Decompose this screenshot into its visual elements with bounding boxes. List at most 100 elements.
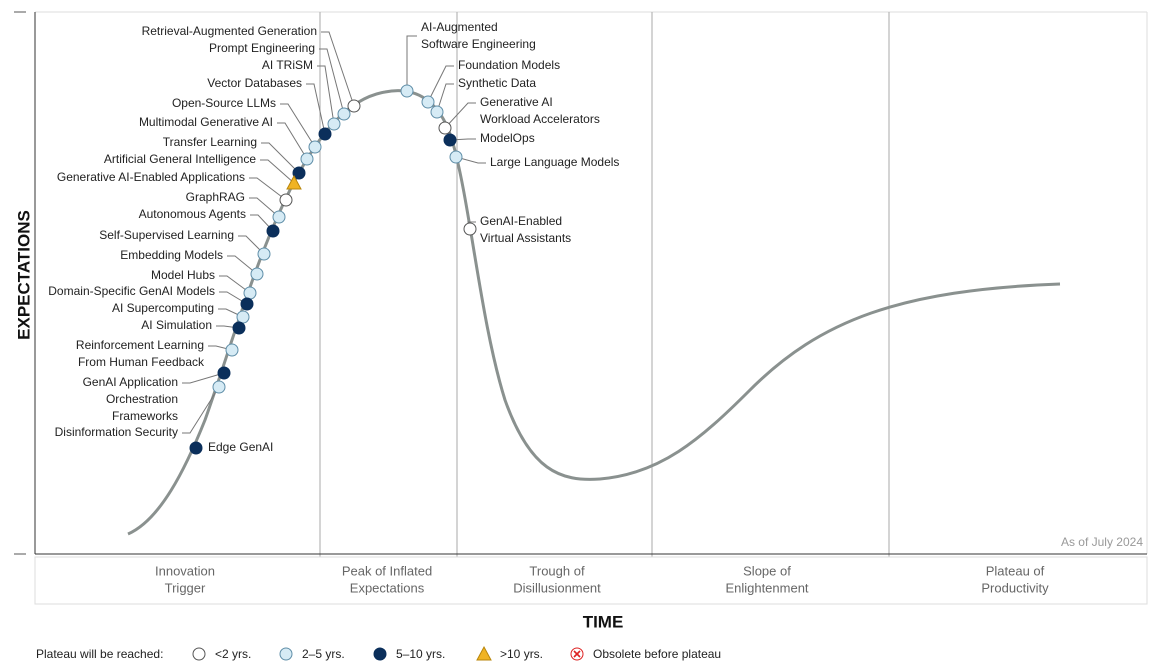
node-label: Transfer Learning [163,135,257,149]
legend-label: Obsolete before plateau [593,647,721,661]
node-label: Embedding Models [120,248,223,262]
node-label: Generative AI-Enabled Applications [57,170,245,184]
node-label: Reinforcement Learning [76,338,204,352]
node-label: Software Engineering [421,37,536,51]
marker [308,140,322,154]
phase-label: Productivity [981,580,1049,595]
phase-label: Expectations [350,580,425,595]
node-label: Disinformation Security [55,425,178,439]
phase-label: Trough of [529,563,585,578]
as-of-note: As of July 2024 [1061,535,1143,549]
leader-line [277,122,308,160]
marker [300,152,314,166]
leader-line [182,372,225,384]
leader-line [321,31,355,107]
marker [189,441,203,455]
legend-label: <2 yrs. [215,647,251,661]
marker [463,222,477,236]
marker [347,99,361,113]
legend-label: 5–10 yrs. [396,647,445,661]
leader-line [227,255,258,275]
node-label: GenAI-Enabled [480,214,562,228]
marker [443,133,457,147]
leader-line [444,102,476,129]
node-label: Artificial General Intelligence [104,152,256,166]
marker [421,95,435,109]
node-label: Model Hubs [151,268,215,282]
phase-label: Trigger [165,580,206,595]
node-label: Workload Accelerators [480,112,600,126]
node-label: Generative AI [480,95,553,109]
node-label: Open-Source LLMs [172,96,276,110]
leader-line [280,103,316,148]
legend-marker [192,647,206,661]
marker [400,84,414,98]
marker-x [573,650,581,658]
marker [438,121,452,135]
marker [243,286,257,300]
y-axis-title: EXPECTATIONS [14,210,33,340]
phase-label: Plateau of [986,563,1045,578]
node-label: Virtual Assistants [480,231,571,245]
legend-marker [373,647,387,661]
marker [292,166,306,180]
phase-strip [34,556,1148,605]
legend-label: >10 yrs. [500,647,543,661]
leader-line [455,156,486,164]
marker [430,105,444,119]
marker [212,380,226,394]
node-label: ModelOps [480,131,535,145]
node-label: Vector Databases [207,76,302,90]
leader-line [319,48,345,115]
phase-label: Disillusionment [513,580,601,595]
leader-line [406,35,417,91]
leader-line [261,142,300,174]
leader-line [219,291,248,305]
leader-line [249,197,280,218]
node-label: Frameworks [112,409,178,423]
marker [250,267,264,281]
node-label: GraphRAG [186,190,245,204]
node-label: From Human Feedback [78,355,205,369]
legend-marker [279,647,293,661]
legend-label: 2–5 yrs. [302,647,345,661]
node-label: Retrieval-Augmented Generation [142,24,317,38]
phase-label: Innovation [155,563,215,578]
marker [225,343,239,357]
marker [286,174,302,190]
marker [272,210,286,224]
node-label: Orchestration [106,392,178,406]
marker [232,321,246,335]
leader-line [219,275,251,294]
leader-line [238,235,265,255]
marker [318,127,332,141]
leader-line [250,214,274,232]
node-label: Large Language Models [490,155,619,169]
legend-marker [476,645,492,661]
leader-line [249,177,287,201]
phase-dividers [319,12,890,557]
leader-line [317,65,335,125]
node-label: GenAI Application [83,375,178,389]
marker [257,247,271,261]
marker [337,107,351,121]
x-axis-title: TIME [583,612,624,631]
phase-label: Peak of Inflated [342,563,432,578]
marker [240,297,254,311]
phase-label: Slope of [743,563,791,578]
node-label: Prompt Engineering [209,41,315,55]
node-label: Edge GenAI [208,440,273,454]
marker [236,310,250,324]
phase-label: Enlightenment [725,580,808,595]
leader-line [182,386,220,434]
node-label: AI Supercomputing [112,301,214,315]
node-label: AI-Augmented [421,20,498,34]
node-label: Domain-Specific GenAI Models [48,284,215,298]
hype-curve [127,89,1061,536]
node-label: Autonomous Agents [139,207,246,221]
node-label: Multimodal Generative AI [139,115,273,129]
node-label: Self-Supervised Learning [99,228,234,242]
node-label: AI TRiSM [262,58,313,72]
legend-title: Plateau will be reached: [36,647,163,661]
